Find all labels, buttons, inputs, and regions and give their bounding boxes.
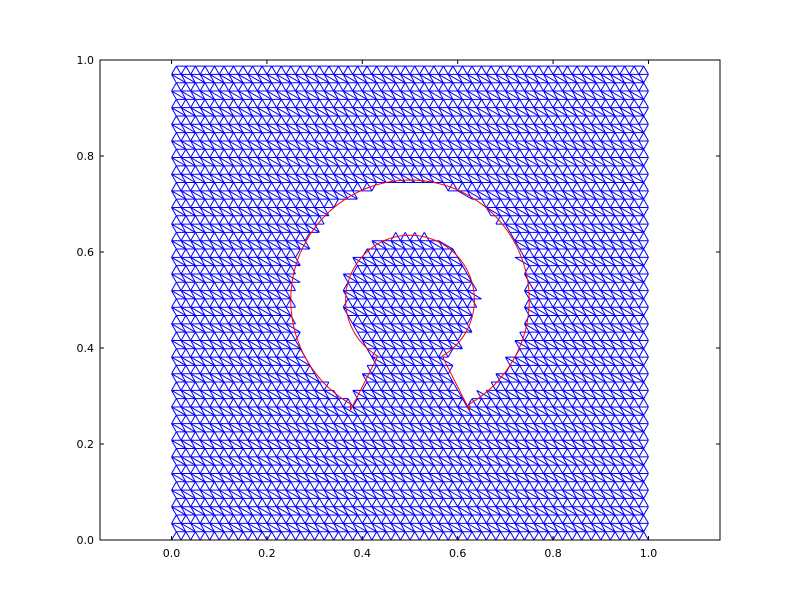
plot-frame [99, 59, 721, 541]
x-tick-label: 0.2 [258, 547, 276, 560]
x-tick-label: 0.4 [354, 547, 372, 560]
y-tick-label: 0.8 [77, 150, 95, 163]
x-tick-label: 0.6 [449, 547, 467, 560]
x-tick-label: 0.8 [544, 547, 562, 560]
y-tick-label: 0.0 [77, 534, 95, 547]
axes: 0.0 0.2 0.4 0.6 0.8 1.0 0.0 0.2 0.4 0.6 0.8 1.0 [77, 54, 720, 560]
y-tick-label: 0.2 [77, 438, 95, 451]
y-tick-label: 0.4 [77, 342, 95, 355]
hole-boundary-line [290, 179, 530, 411]
x-tick-label: 0.0 [163, 547, 181, 560]
triangular-mesh [171, 65, 649, 540]
y-tick-label: 1.0 [77, 54, 95, 67]
hole-boundary [290, 179, 530, 411]
x-tick-label: 1.0 [640, 547, 658, 560]
y-tick-label: 0.6 [77, 246, 95, 259]
mesh-edges [171, 65, 649, 540]
